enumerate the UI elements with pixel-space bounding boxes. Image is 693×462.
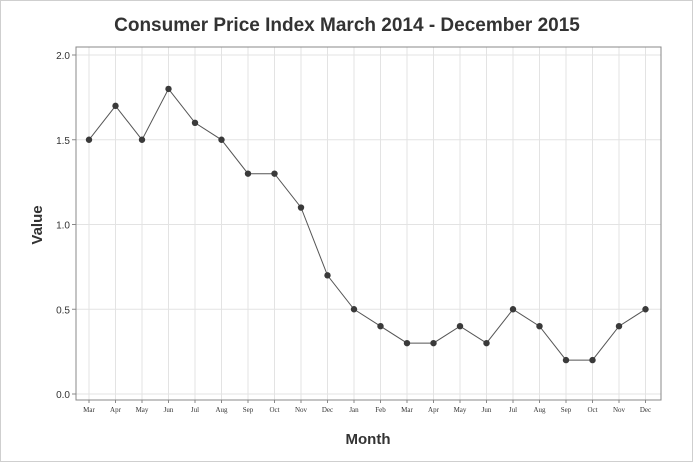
data-point [509,306,517,313]
x-tick-label: Jan [349,406,359,414]
data-point [138,136,146,143]
y-tick-label: 2.0 [56,51,70,62]
y-tick-label: 1.0 [56,221,70,232]
x-tick-label: May [454,406,467,414]
data-point [642,306,649,313]
y-tick-label: 1.5 [56,136,70,147]
x-tick-label: Oct [587,406,597,414]
x-tick-label: Sep [561,406,572,414]
x-tick-label: Aug [533,406,546,414]
data-point [456,323,464,330]
y-axis-label: Value [29,205,46,244]
x-tick-label: Sep [243,406,254,414]
series-markers [85,85,649,364]
data-point [297,204,305,211]
data-point [615,323,623,330]
x-tick-label: Nov [295,406,308,414]
y-tick-label: 0.0 [56,390,70,401]
x-tick-label: May [136,406,149,414]
chart-title: Consumer Price Index March 2014 - Decemb… [114,15,580,36]
data-point [191,119,199,127]
data-point [403,339,411,347]
x-axis: Mar Apr May Jun Jul Aug Sep Oct Nov Dec Jan Feb Mar A… [83,400,651,414]
data-point [324,272,331,279]
data-point [589,356,596,364]
x-tick-label: Feb [375,406,386,414]
x-tick-label: Nov [613,406,626,414]
x-tick-label: Dec [640,406,651,414]
x-tick-label: Mar [83,406,95,414]
data-point [377,323,384,330]
x-tick-label: Mar [401,406,413,414]
data-point [562,356,570,364]
x-tick-label: Dec [322,406,333,414]
y-tick-label: 0.5 [56,305,70,316]
x-tick-label: Oct [269,406,279,414]
data-point [112,102,119,110]
series-line [88,87,646,361]
data-point [536,323,543,330]
x-tick-label: Apr [428,406,440,414]
x-tick-label: Jul [191,406,199,414]
plot-area [75,46,662,401]
x-tick-label: Jul [509,406,517,414]
x-tick-label: Jun [482,406,492,414]
data-point [430,339,437,347]
y-axis: 0.0 0.5 1.0 1.5 2.0 [56,51,76,401]
grid-layer [76,47,661,400]
data-point [350,306,358,313]
x-tick-label: Apr [110,406,122,414]
data-point [165,85,172,93]
data-point [85,136,93,143]
data-point [218,136,225,143]
x-tick-label: Aug [215,406,228,414]
x-axis-label: Month [346,431,391,448]
data-point [244,170,252,177]
data-point [271,170,278,177]
data-point [483,339,490,347]
x-tick-label: Jun [164,406,174,414]
